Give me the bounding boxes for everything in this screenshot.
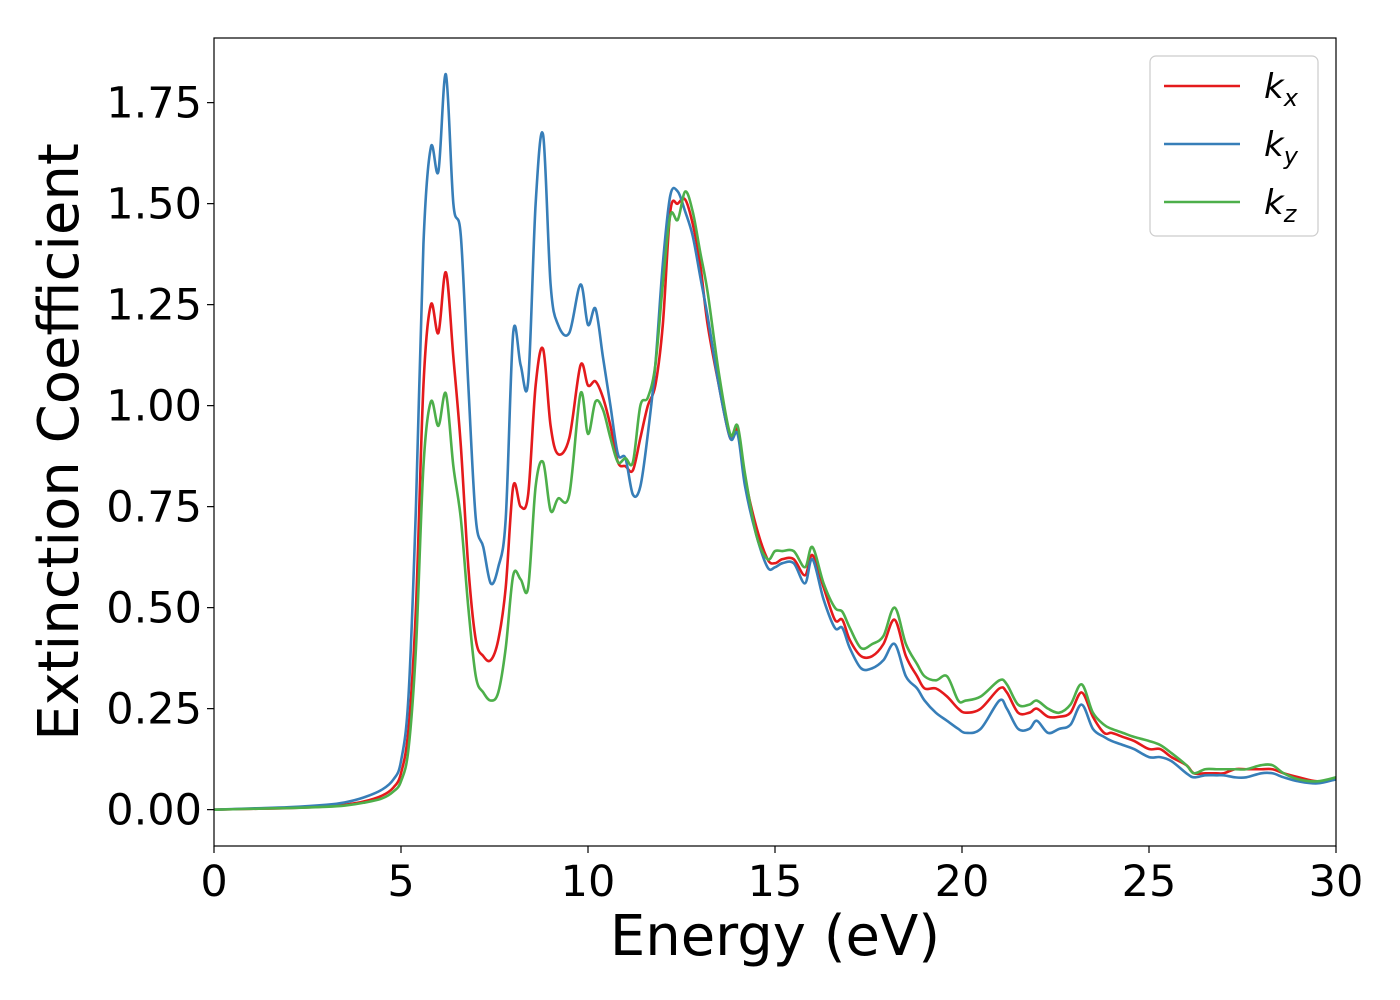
x-tick-label: 20 (935, 857, 990, 907)
series-line-kz (213, 190, 1337, 811)
x-tick-label: 30 (1309, 857, 1364, 907)
legend: kx ky kz (1149, 55, 1319, 237)
legend-label-kz: kz (1264, 183, 1298, 228)
series-line-kx (213, 197, 1337, 811)
y-axis-title: Extinction Coefficient (27, 143, 92, 741)
y-tick-label: 1.25 (106, 281, 202, 331)
x-axis-title: Energy (eV) (610, 904, 940, 969)
legend-label-ky: ky (1264, 125, 1299, 170)
legend-box (1149, 55, 1319, 237)
y-tick-label: 0.75 (106, 483, 202, 533)
x-tick-label: 15 (748, 857, 803, 907)
y-tick-label: 0.25 (106, 685, 202, 735)
y-axis-ticks: 0.00 0.25 0.50 0.75 1.00 1.25 1.50 1.75 (106, 79, 214, 836)
x-axis-ticks: 0 5 10 15 20 25 30 (200, 846, 1363, 907)
legend-label-kx: kx (1264, 67, 1299, 112)
y-tick-label: 1.50 (106, 180, 202, 230)
y-tick-label: 1.00 (106, 382, 202, 432)
series-line-ky (213, 73, 1337, 811)
x-tick-label: 0 (200, 857, 227, 907)
y-tick-label: 1.75 (106, 79, 202, 129)
x-tick-label: 10 (561, 857, 616, 907)
series-lines (213, 73, 1337, 811)
x-tick-label: 5 (387, 857, 414, 907)
x-tick-label: 25 (1122, 857, 1177, 907)
y-tick-label: 0.50 (106, 584, 202, 634)
y-tick-label: 0.00 (106, 786, 202, 836)
